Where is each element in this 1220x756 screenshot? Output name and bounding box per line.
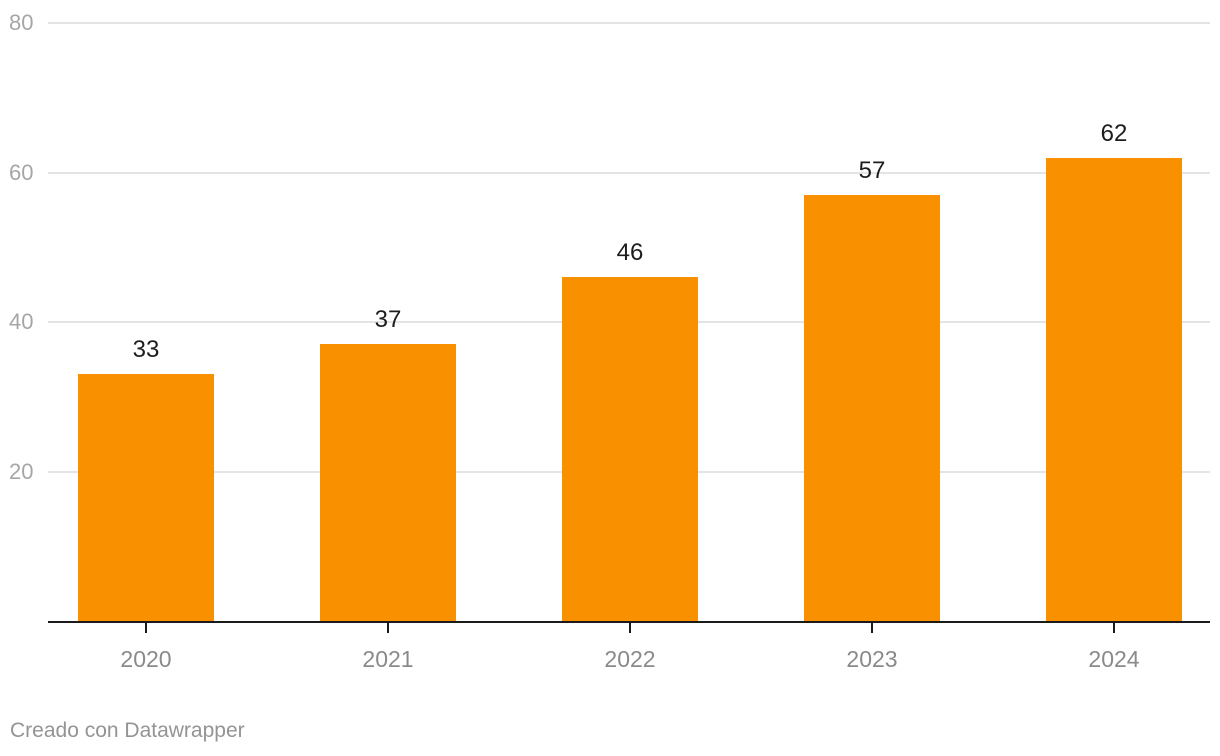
x-axis-baseline bbox=[48, 621, 1210, 623]
attribution-text: Creado con Datawrapper bbox=[10, 719, 245, 742]
bar-chart: 20 40 60 80 33 37 46 57 62 2020 2021 2022 2023 2024 bbox=[9, 0, 1210, 672]
gridline-80 bbox=[48, 22, 1210, 24]
bar-group-2020: 33 bbox=[78, 0, 214, 621]
x-tick-label-2020: 2020 bbox=[120, 646, 172, 672]
x-tick-label-2023: 2023 bbox=[846, 646, 898, 672]
gridline-60 bbox=[48, 171, 1210, 174]
x-tick-2022 bbox=[629, 623, 631, 633]
bar-2021 bbox=[320, 344, 456, 621]
bar-2022 bbox=[562, 277, 698, 621]
y-tick-label-60: 60 bbox=[9, 159, 34, 185]
x-tick-label-2022: 2022 bbox=[604, 646, 656, 672]
x-tick-2023 bbox=[871, 623, 873, 633]
bar-group-2021: 37 bbox=[320, 0, 456, 621]
x-tick-2024 bbox=[1113, 623, 1115, 633]
value-label-2023: 57 bbox=[858, 157, 886, 184]
value-label-2020: 33 bbox=[132, 336, 160, 363]
value-label-2021: 37 bbox=[374, 306, 402, 333]
y-tick-label-80: 80 bbox=[9, 10, 34, 35]
bar-group-2022: 46 bbox=[562, 0, 698, 621]
y-tick-label-20: 20 bbox=[9, 458, 34, 484]
value-label-2024: 62 bbox=[1100, 120, 1128, 147]
x-tick-2020 bbox=[145, 623, 147, 633]
bar-2023 bbox=[804, 195, 940, 621]
x-tick-label-2021: 2021 bbox=[362, 646, 414, 672]
bar-2020 bbox=[78, 374, 214, 621]
bar-group-2024: 62 bbox=[1046, 0, 1182, 621]
x-tick-2021 bbox=[387, 623, 389, 633]
y-tick-label-40: 40 bbox=[9, 309, 34, 334]
bar-2024 bbox=[1046, 158, 1182, 621]
value-label-2022: 46 bbox=[616, 239, 644, 266]
x-tick-label-2024: 2024 bbox=[1088, 646, 1140, 672]
bar-group-2023: 57 bbox=[804, 0, 940, 621]
